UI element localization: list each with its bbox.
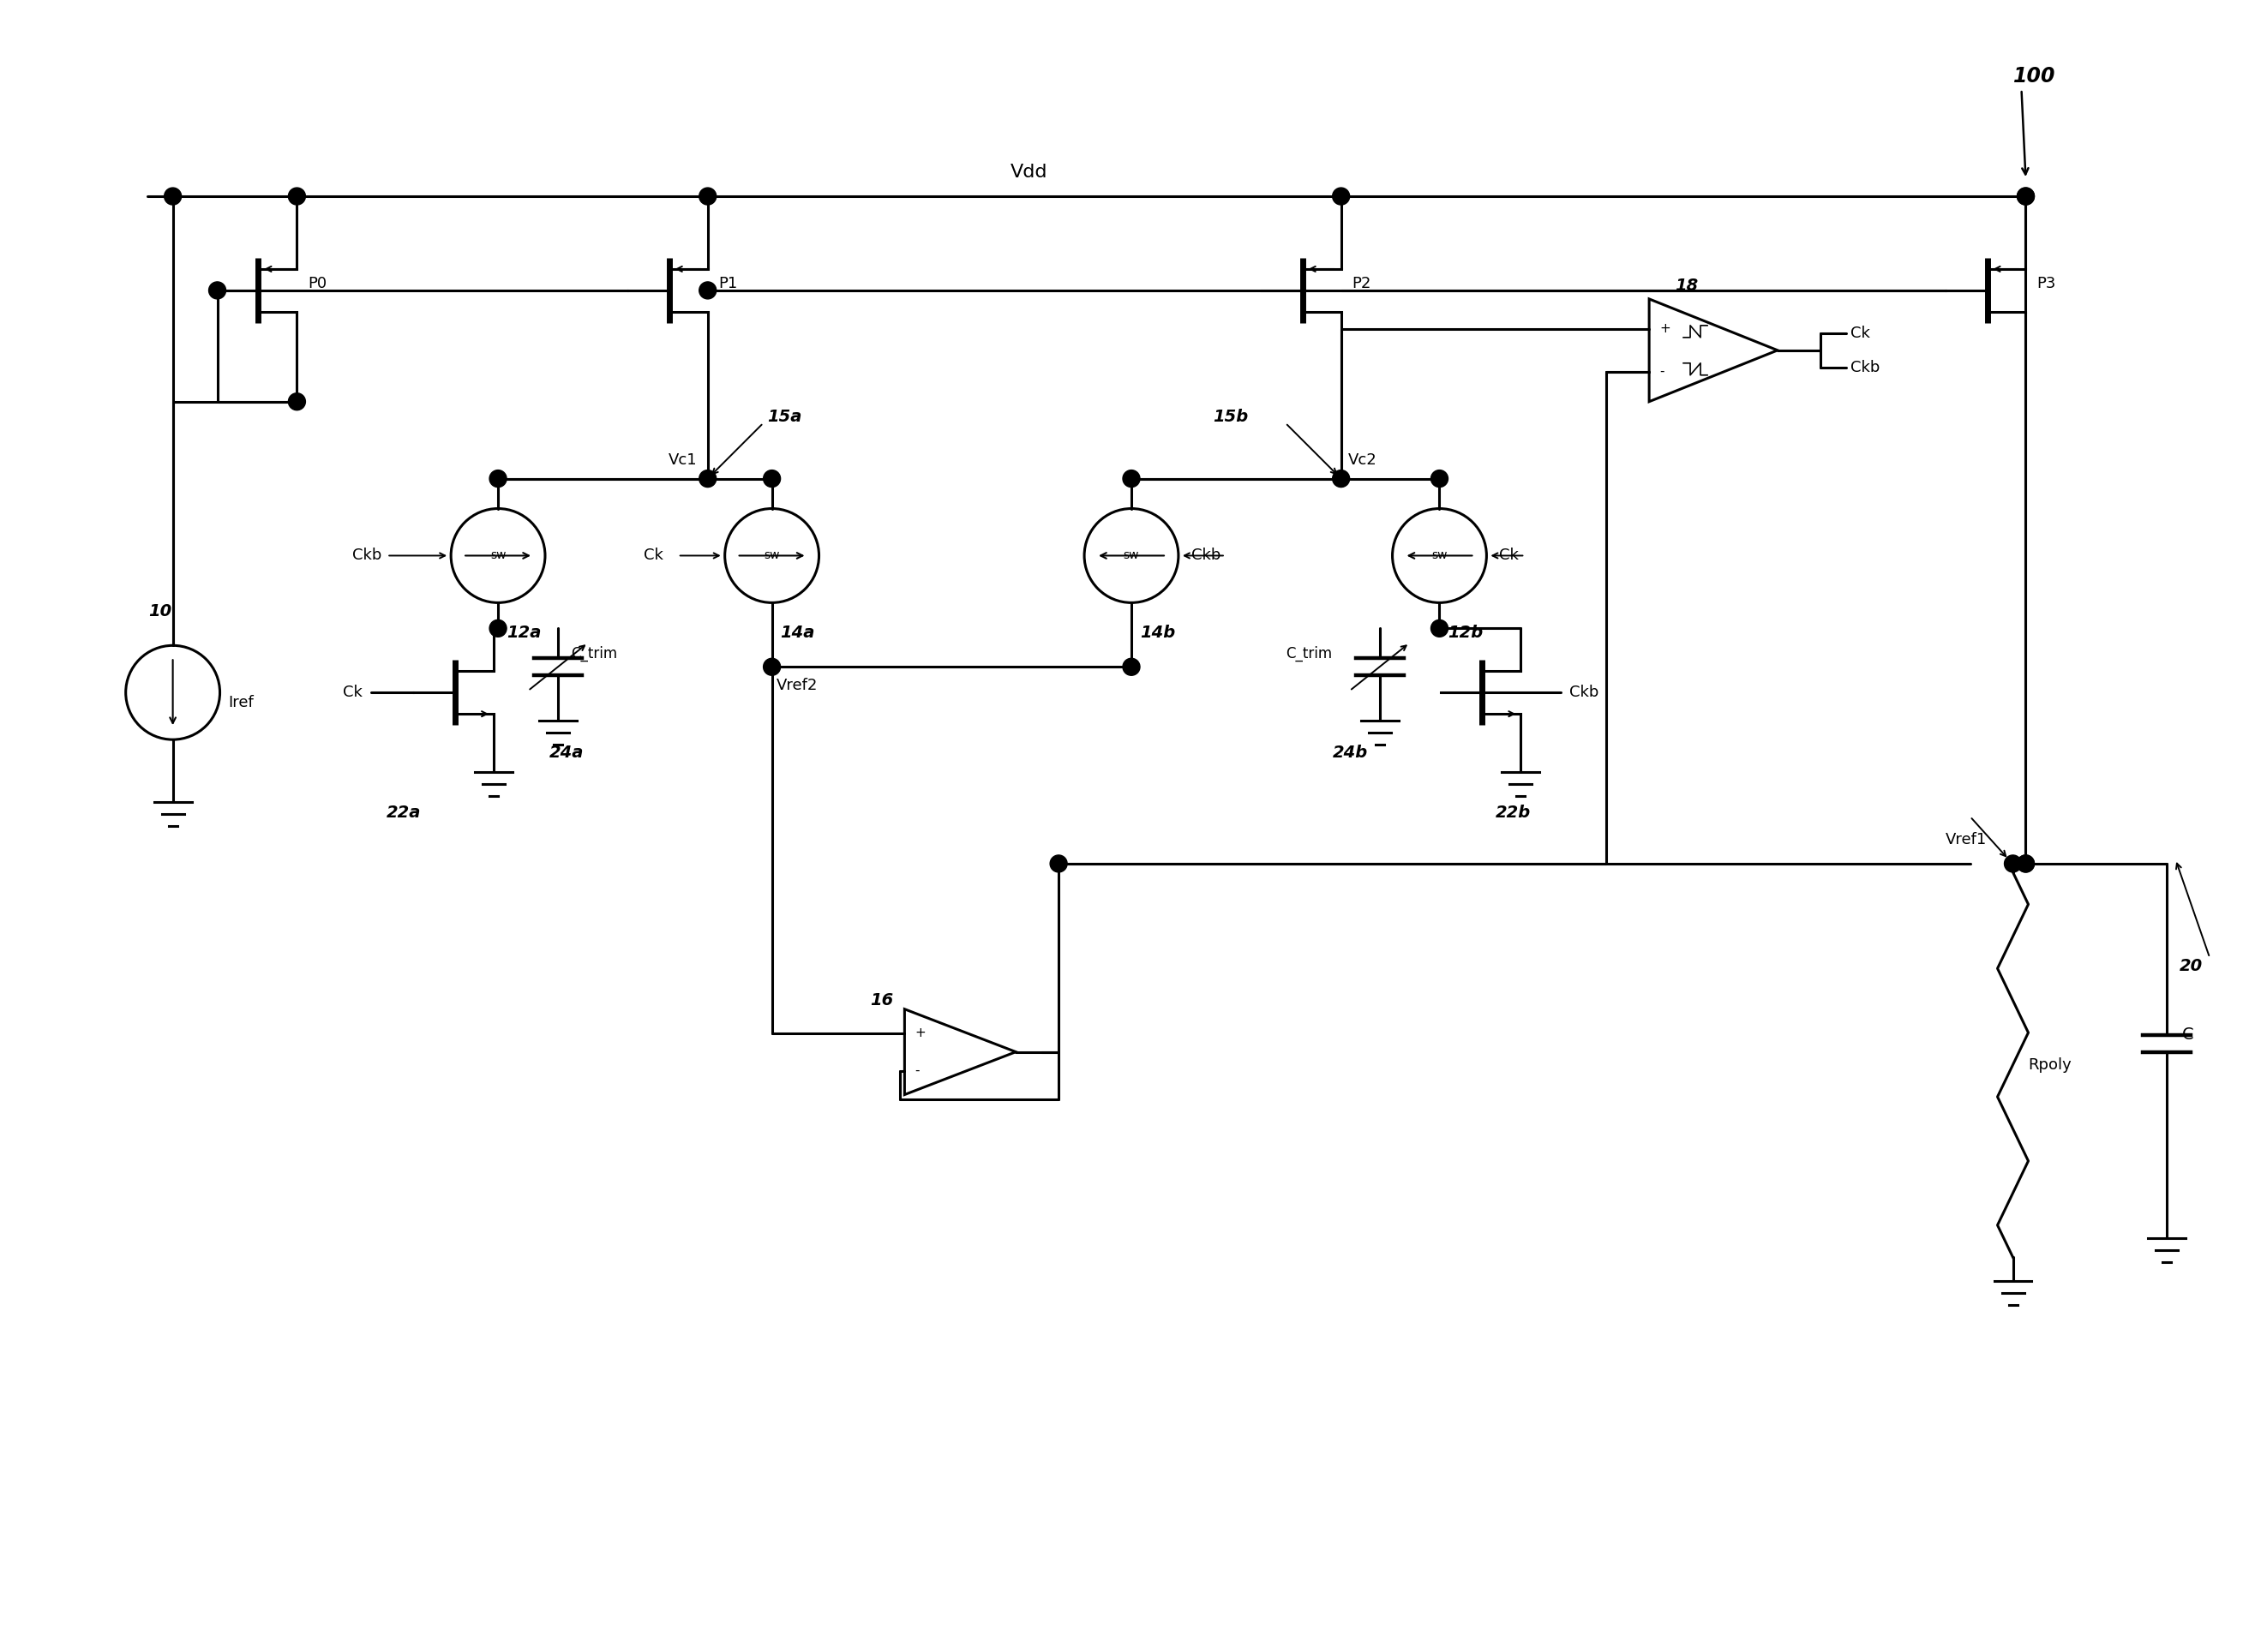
Text: 20: 20 <box>2181 958 2204 975</box>
Text: P1: P1 <box>719 276 739 291</box>
Text: sw: sw <box>1124 550 1140 562</box>
Text: sw: sw <box>490 550 506 562</box>
Text: P3: P3 <box>2036 276 2056 291</box>
Circle shape <box>490 620 506 638</box>
Circle shape <box>1050 856 1068 872</box>
Text: 12b: 12b <box>1449 624 1483 641</box>
Circle shape <box>163 188 181 205</box>
Text: Vref1: Vref1 <box>1945 833 1988 847</box>
Text: P2: P2 <box>1351 276 1372 291</box>
Text: Ckb: Ckb <box>1190 548 1220 563</box>
Text: 18: 18 <box>1675 278 1698 294</box>
Text: Ckb: Ckb <box>1850 360 1879 375</box>
Circle shape <box>764 657 780 676</box>
Circle shape <box>764 471 780 487</box>
Circle shape <box>1430 471 1449 487</box>
Text: 12a: 12a <box>506 624 542 641</box>
Text: Ck: Ck <box>1498 548 1519 563</box>
Text: -: - <box>1659 365 1664 378</box>
Text: 22a: 22a <box>388 805 422 821</box>
Text: +: + <box>1659 322 1671 335</box>
Circle shape <box>288 188 306 205</box>
Circle shape <box>698 471 716 487</box>
Text: +: + <box>916 1026 925 1039</box>
Text: Ck: Ck <box>1850 325 1870 340</box>
Text: 16: 16 <box>871 993 893 1009</box>
Text: 15b: 15b <box>1213 410 1249 425</box>
Circle shape <box>1122 657 1140 676</box>
Text: Iref: Iref <box>229 695 254 710</box>
Text: Ck: Ck <box>644 548 664 563</box>
Circle shape <box>209 282 227 299</box>
Text: 15a: 15a <box>769 410 803 425</box>
Circle shape <box>2018 856 2033 872</box>
Circle shape <box>698 282 716 299</box>
Text: sw: sw <box>764 550 780 562</box>
Text: Vref2: Vref2 <box>775 677 818 694</box>
Circle shape <box>2018 188 2033 205</box>
Text: P0: P0 <box>308 276 326 291</box>
Circle shape <box>698 188 716 205</box>
Circle shape <box>490 471 506 487</box>
Text: C_trim: C_trim <box>571 646 617 662</box>
Text: Vc1: Vc1 <box>669 453 698 468</box>
Circle shape <box>2018 188 2033 205</box>
Text: 24a: 24a <box>549 745 585 760</box>
Text: sw: sw <box>1430 550 1446 562</box>
Text: 100: 100 <box>2013 66 2056 88</box>
Circle shape <box>288 393 306 410</box>
Text: C: C <box>2183 1026 2194 1042</box>
Circle shape <box>2018 856 2033 872</box>
Text: Vdd: Vdd <box>1011 164 1047 180</box>
Text: 14b: 14b <box>1140 624 1174 641</box>
Text: 22b: 22b <box>1496 805 1530 821</box>
Circle shape <box>1122 471 1140 487</box>
Circle shape <box>1333 188 1349 205</box>
Text: Ckb: Ckb <box>1569 686 1598 700</box>
Text: 10: 10 <box>147 603 172 620</box>
Text: 14a: 14a <box>780 624 816 641</box>
Circle shape <box>2004 856 2022 872</box>
Text: C_trim: C_trim <box>1285 646 1331 662</box>
Text: Vc2: Vc2 <box>1349 453 1376 468</box>
Text: 24b: 24b <box>1333 745 1367 760</box>
Text: -: - <box>916 1064 920 1077</box>
Circle shape <box>1430 620 1449 638</box>
Text: Ck: Ck <box>342 686 363 700</box>
Text: Rpoly: Rpoly <box>2029 1057 2072 1072</box>
Text: Ckb: Ckb <box>354 548 383 563</box>
Circle shape <box>1333 471 1349 487</box>
